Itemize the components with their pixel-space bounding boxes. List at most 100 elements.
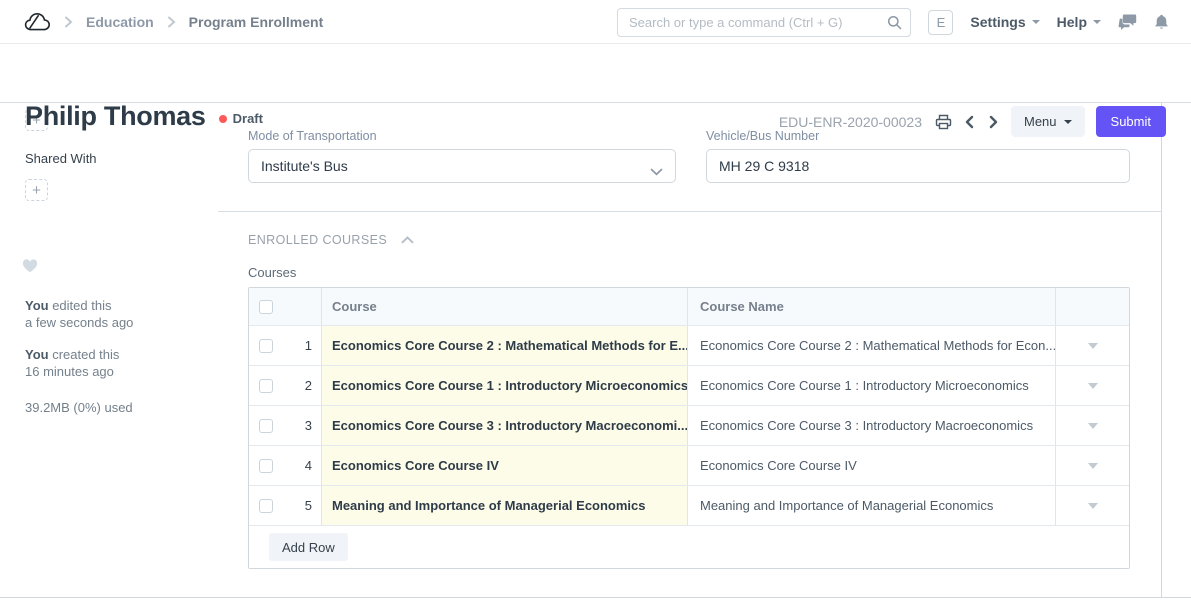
caret-down-icon <box>1087 422 1098 429</box>
section-divider <box>218 211 1162 212</box>
table-row: 1 Economics Core Course 2 : Mathematical… <box>249 326 1129 366</box>
transport-field-label: Mode of Transportation <box>248 129 377 143</box>
form-body: Mode of Transportation Institute's Bus V… <box>218 103 1162 598</box>
collapse-chevron-up-icon <box>401 231 414 249</box>
next-document-icon[interactable] <box>987 115 1000 129</box>
caret-down-icon <box>1087 382 1098 389</box>
page-bottom-border <box>0 597 1191 598</box>
status-label: Draft <box>232 111 263 126</box>
grid-header-row: Course Course Name <box>249 288 1129 326</box>
like-heart-icon[interactable] <box>22 259 38 278</box>
row-index: 4 <box>304 458 312 473</box>
enrolled-courses-section-header[interactable]: ENROLLED COURSES <box>248 231 414 249</box>
vehicle-field-label: Vehicle/Bus Number <box>706 129 820 143</box>
settings-label: Settings <box>970 14 1026 30</box>
search-icon <box>887 15 902 35</box>
user-avatar[interactable]: E <box>928 9 954 35</box>
grid-rows: 1 Economics Core Course 2 : Mathematical… <box>249 326 1129 526</box>
row-checkbox[interactable] <box>259 458 273 473</box>
table-row: 5 Meaning and Importance of Managerial E… <box>249 486 1129 526</box>
transport-select[interactable]: Institute's Bus <box>248 149 676 183</box>
chevron-down-icon <box>1031 20 1040 24</box>
search-input[interactable] <box>617 8 911 37</box>
chevron-down-icon <box>650 163 663 179</box>
courses-grid-label: Courses <box>248 265 297 280</box>
table-row: 2 Economics Core Course 1 : Introductory… <box>249 366 1129 406</box>
course-cell[interactable]: Economics Core Course 1 : Introductory M… <box>322 366 688 405</box>
assign-add-button[interactable]: + <box>25 109 48 131</box>
breadcrumb-separator-icon <box>167 16 176 28</box>
transport-select-value: Institute's Bus <box>261 158 348 174</box>
course-name-cell[interactable]: Economics Core Course IV <box>688 446 1056 485</box>
grid-header-caret-cell <box>1056 288 1129 325</box>
row-expand-caret[interactable] <box>1056 406 1129 445</box>
course-name-cell[interactable]: Meaning and Importance of Managerial Eco… <box>688 486 1056 525</box>
submit-button[interactable]: Submit <box>1095 106 1166 137</box>
row-checkbox[interactable] <box>259 498 273 513</box>
grid-header-check-cell <box>249 288 322 325</box>
vehicle-number-value: MH 29 C 9318 <box>719 158 810 174</box>
course-cell[interactable]: Economics Core Course IV <box>322 446 688 485</box>
course-column-header: Course <box>322 288 688 325</box>
help-menu[interactable]: Help <box>1057 14 1101 30</box>
row-index: 5 <box>304 498 312 513</box>
grid-footer: Add Row <box>249 526 1129 568</box>
print-icon[interactable] <box>935 114 952 130</box>
course-name-column-header: Course Name <box>688 288 1056 325</box>
row-check-cell: 1 <box>249 326 322 365</box>
breadcrumb-education[interactable]: Education <box>86 14 154 30</box>
course-name-cell[interactable]: Economics Core Course 1 : Introductory M… <box>688 366 1056 405</box>
row-check-cell: 2 <box>249 366 322 405</box>
global-search <box>617 8 911 37</box>
chevron-down-icon <box>1063 119 1072 124</box>
edited-activity: You edited this a few seconds ago <box>25 297 133 331</box>
menu-button-label: Menu <box>1024 114 1057 129</box>
row-expand-caret[interactable] <box>1056 326 1129 365</box>
row-checkbox[interactable] <box>259 418 273 433</box>
row-check-cell: 5 <box>249 486 322 525</box>
course-cell[interactable]: Economics Core Course 2 : Mathematical M… <box>322 326 688 365</box>
course-name-cell[interactable]: Economics Core Course 2 : Mathematical M… <box>688 326 1056 365</box>
chat-icon[interactable] <box>1118 14 1137 30</box>
created-action: created this <box>48 347 120 362</box>
course-cell[interactable]: Economics Core Course 3 : Introductory M… <box>322 406 688 445</box>
page-header: Philip Thomas Draft EDU-ENR-2020-00023 M… <box>0 44 1191 137</box>
status-badge: Draft <box>218 111 263 126</box>
row-expand-caret[interactable] <box>1056 446 1129 485</box>
row-expand-caret[interactable] <box>1056 366 1129 405</box>
caret-down-icon <box>1087 342 1098 349</box>
created-who: You <box>25 347 49 362</box>
menu-button[interactable]: Menu <box>1011 106 1085 137</box>
row-checkbox[interactable] <box>259 378 273 393</box>
breadcrumb-program-enrollment[interactable]: Program Enrollment <box>188 14 324 30</box>
prev-document-icon[interactable] <box>963 115 976 129</box>
share-add-button[interactable]: + <box>25 179 48 201</box>
created-activity: You created this 16 minutes ago <box>25 346 119 380</box>
row-check-cell: 3 <box>249 406 322 445</box>
row-expand-caret[interactable] <box>1056 486 1129 525</box>
table-row: 4 Economics Core Course IV Economics Cor… <box>249 446 1129 486</box>
settings-menu[interactable]: Settings <box>970 14 1040 30</box>
sidebar: + Shared With + You edited this a few se… <box>0 103 218 598</box>
navbar: Education Program Enrollment E Settings … <box>0 0 1191 44</box>
edited-when: a few seconds ago <box>25 315 134 330</box>
page-title: Philip Thomas <box>25 101 206 131</box>
document-id: EDU-ENR-2020-00023 <box>778 113 922 130</box>
add-row-button[interactable]: Add Row <box>269 533 348 561</box>
course-name-cell[interactable]: Economics Core Course 3 : Introductory M… <box>688 406 1056 445</box>
created-when: 16 minutes ago <box>25 364 114 379</box>
select-all-checkbox[interactable] <box>259 299 273 314</box>
notifications-bell-icon[interactable] <box>1154 14 1169 31</box>
chevron-down-icon <box>1093 20 1101 24</box>
caret-down-icon <box>1087 462 1098 469</box>
row-checkbox[interactable] <box>259 338 273 353</box>
vehicle-number-input[interactable]: MH 29 C 9318 <box>706 149 1130 183</box>
section-title: ENROLLED COURSES <box>248 233 388 247</box>
table-row: 3 Economics Core Course 3 : Introductory… <box>249 406 1129 446</box>
row-index: 2 <box>304 378 312 393</box>
row-index: 3 <box>304 418 312 433</box>
caret-down-icon <box>1087 502 1098 509</box>
app-logo-icon[interactable] <box>24 12 51 33</box>
course-cell[interactable]: Meaning and Importance of Managerial Eco… <box>322 486 688 525</box>
courses-grid: Course Course Name 1 Economics Core Cour… <box>248 287 1130 569</box>
